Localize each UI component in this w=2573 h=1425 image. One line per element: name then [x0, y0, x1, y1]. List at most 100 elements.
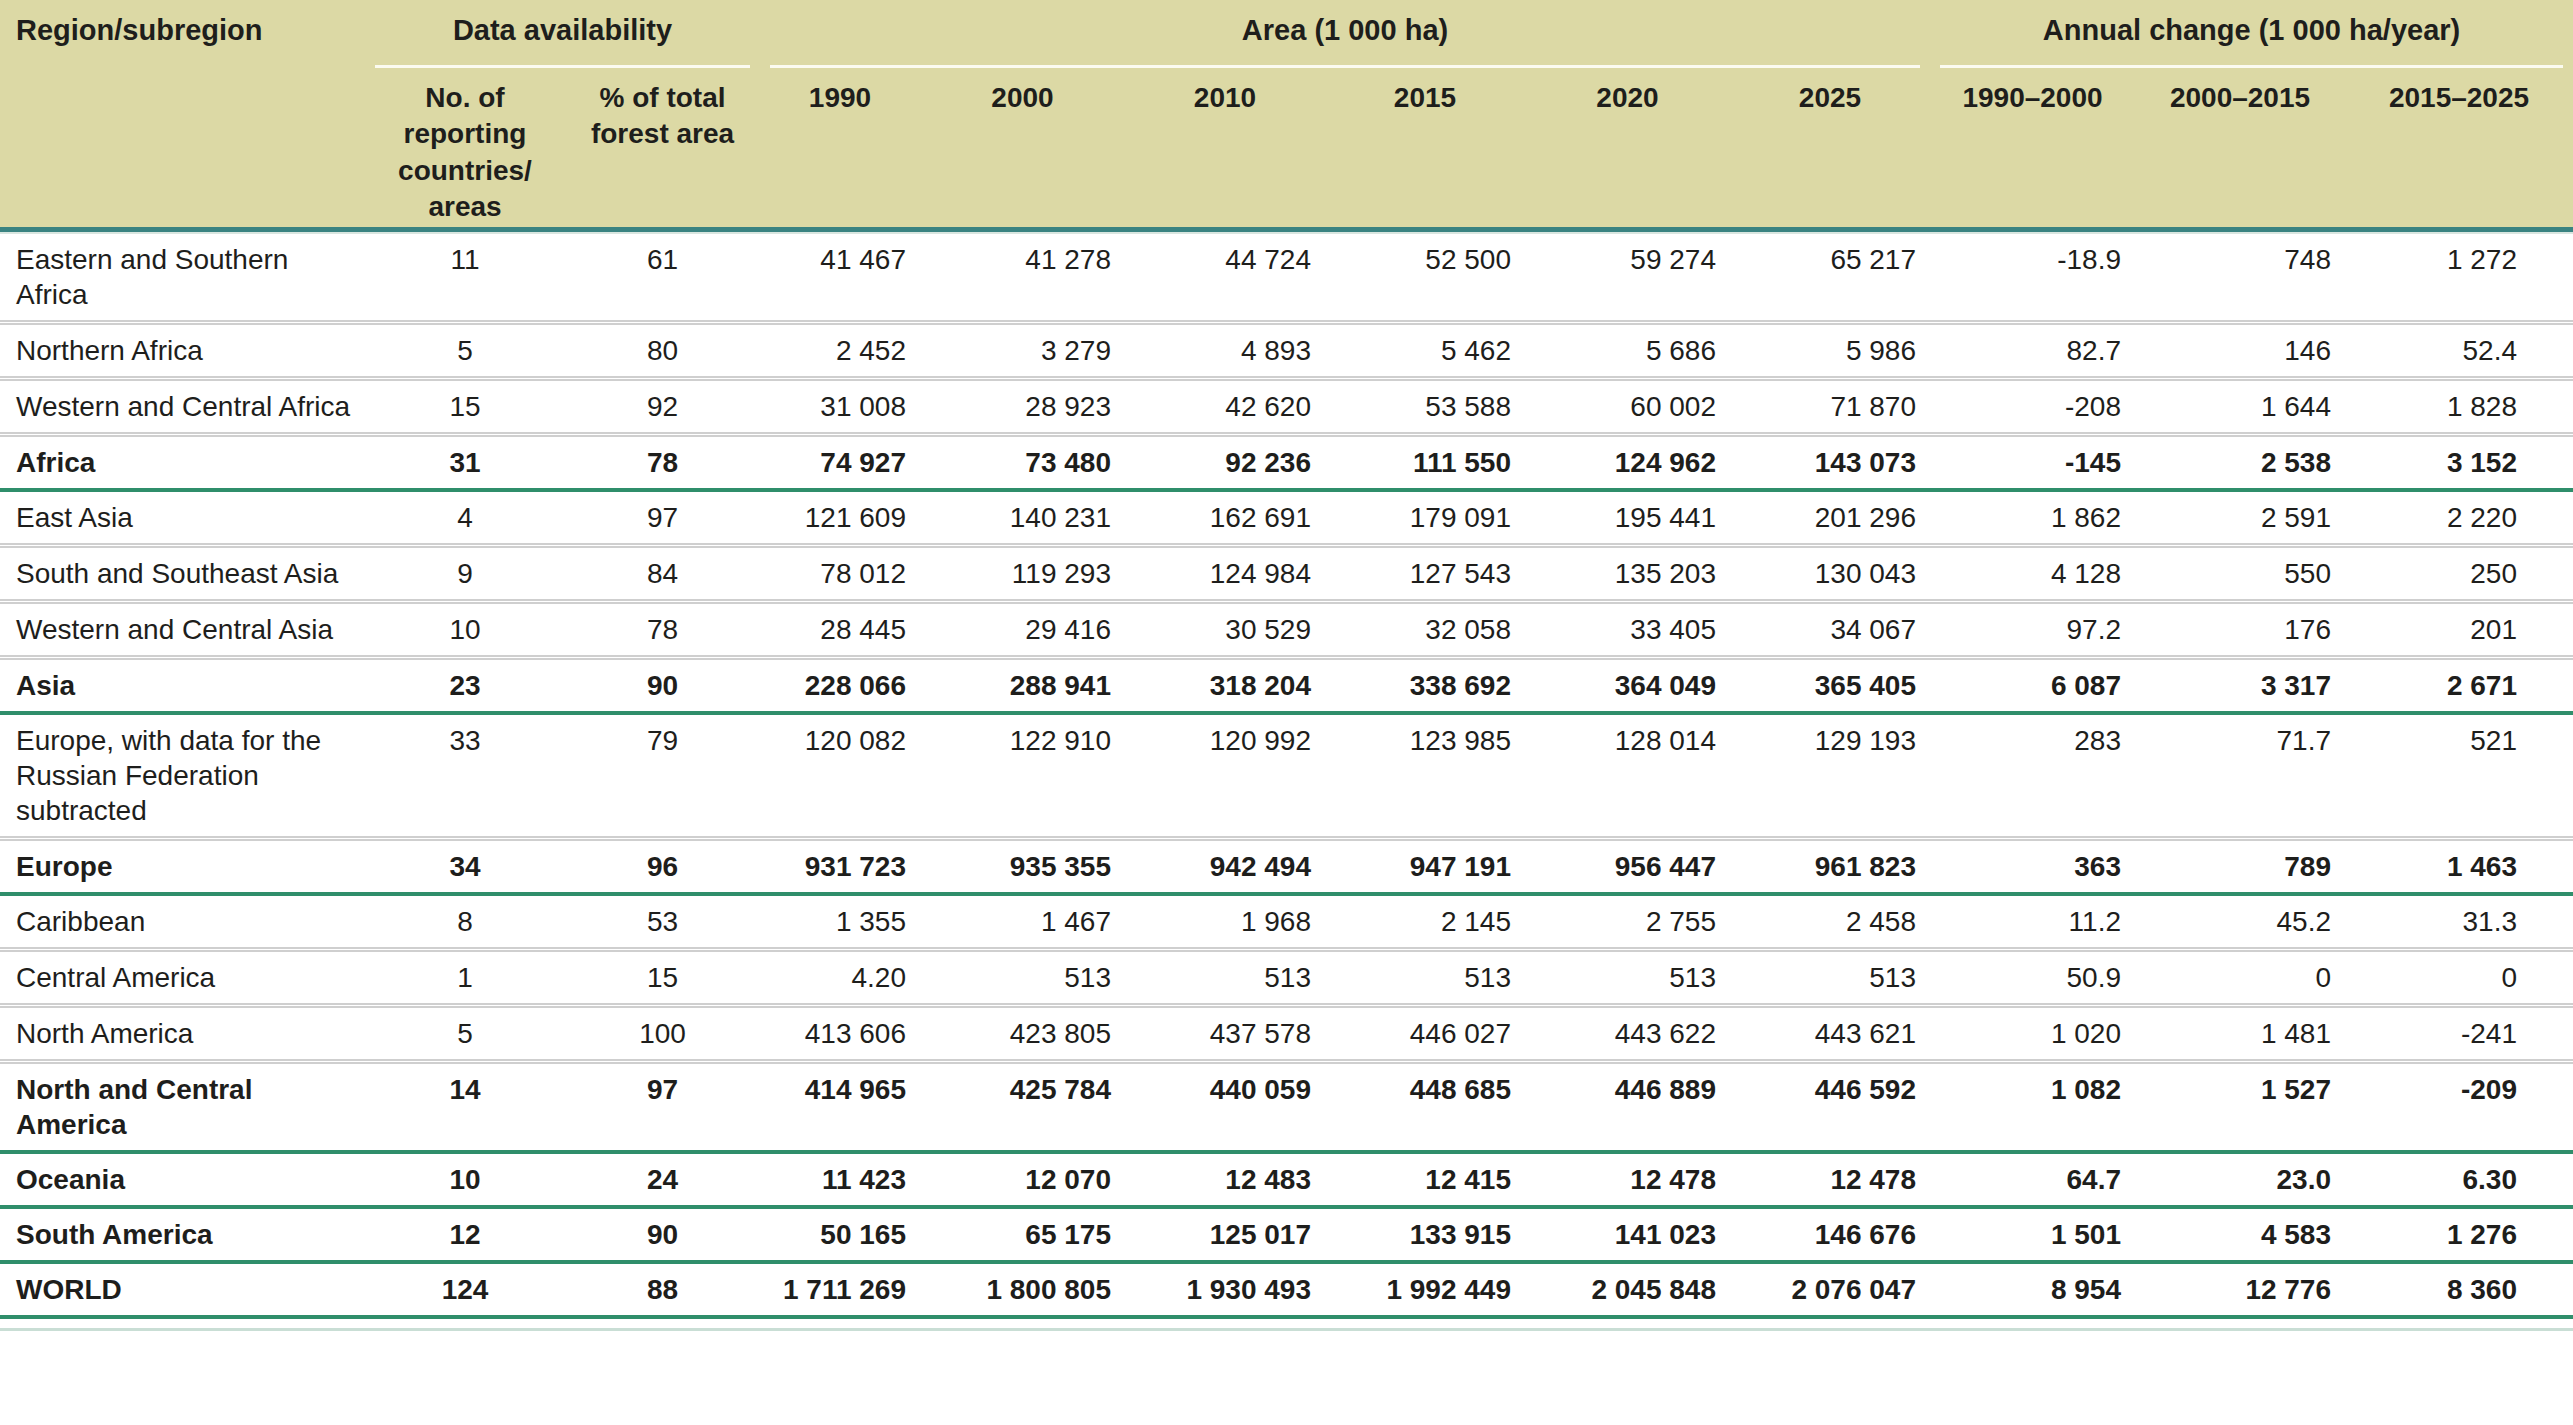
value-cell: 11.2 — [1930, 896, 2135, 952]
value-cell: 124 962 — [1525, 437, 1730, 492]
value-cell: 4.20 — [760, 952, 920, 1008]
col-header-2020: 2020 — [1525, 68, 1730, 232]
value-cell: 1 644 — [2135, 381, 2345, 437]
value-cell: 1 082 — [1930, 1064, 2135, 1154]
region-cell: Africa — [0, 437, 365, 492]
value-cell: 141 023 — [1525, 1209, 1730, 1264]
value-cell: 1 — [365, 952, 565, 1008]
value-cell: 71.7 — [2135, 715, 2345, 841]
value-cell: 318 204 — [1125, 660, 1325, 715]
value-cell: 2 755 — [1525, 896, 1730, 952]
region-cell: Europe — [0, 841, 365, 896]
value-cell: 513 — [1730, 952, 1930, 1008]
value-cell: 448 685 — [1325, 1064, 1525, 1154]
value-cell: 1 800 805 — [920, 1264, 1125, 1319]
value-cell: 2 145 — [1325, 896, 1525, 952]
value-cell: 41 278 — [920, 232, 1125, 325]
region-cell: WORLD — [0, 1264, 365, 1319]
value-cell: 33 — [365, 715, 565, 841]
table-row: East Asia497121 609140 231162 691179 091… — [0, 492, 2573, 548]
value-cell: 789 — [2135, 841, 2345, 896]
value-cell: 133 915 — [1325, 1209, 1525, 1264]
group-header-data-availability: Data availability — [365, 0, 760, 68]
table-row: Eastern and Southern Africa116141 46741 … — [0, 232, 2573, 325]
value-cell: 80 — [565, 325, 760, 381]
value-cell: 32 058 — [1325, 604, 1525, 660]
value-cell: 363 — [1930, 841, 2135, 896]
value-cell: 1 968 — [1125, 896, 1325, 952]
region-cell: Oceania — [0, 1154, 365, 1209]
table-row: South and Southeast Asia98478 012119 293… — [0, 548, 2573, 604]
value-cell: 1 527 — [2135, 1064, 2345, 1154]
table-row: Western and Central Africa159231 00828 9… — [0, 381, 2573, 437]
value-cell: 425 784 — [920, 1064, 1125, 1154]
value-cell: 0 — [2345, 952, 2573, 1008]
value-cell: 96 — [565, 841, 760, 896]
value-cell: 78 — [565, 437, 760, 492]
value-cell: 120 992 — [1125, 715, 1325, 841]
value-cell: 1 481 — [2135, 1008, 2345, 1064]
col-header-percent-forest-area: % of total forest area — [565, 68, 760, 232]
value-cell: 2 538 — [2135, 437, 2345, 492]
group-header-annual-change: Annual change (1 000 ha/year) — [1930, 0, 2573, 68]
table-row: Oceania102411 42312 07012 48312 41512 47… — [0, 1154, 2573, 1209]
value-cell: 2 458 — [1730, 896, 1930, 952]
value-cell: 33 405 — [1525, 604, 1730, 660]
value-cell: 122 910 — [920, 715, 1125, 841]
value-cell: 65 175 — [920, 1209, 1125, 1264]
value-cell: 45.2 — [2135, 896, 2345, 952]
value-cell: 748 — [2135, 232, 2345, 325]
col-header-reporting-countries: No. of reporting countries/ areas — [365, 68, 565, 232]
group-header-area: Area (1 000 ha) — [760, 0, 1930, 68]
value-cell: 12 — [365, 1209, 565, 1264]
table-row: North and Central America1497414 965425 … — [0, 1064, 2573, 1154]
region-cell: South America — [0, 1209, 365, 1264]
value-cell: 283 — [1930, 715, 2135, 841]
value-cell: 413 606 — [760, 1008, 920, 1064]
value-cell: 947 191 — [1325, 841, 1525, 896]
value-cell: 1 930 493 — [1125, 1264, 1325, 1319]
value-cell: -208 — [1930, 381, 2135, 437]
table-bottom-rule — [0, 1328, 2573, 1331]
value-cell: 31 — [365, 437, 565, 492]
value-cell: 446 027 — [1325, 1008, 1525, 1064]
value-cell: 1 020 — [1930, 1008, 2135, 1064]
value-cell: 52 500 — [1325, 232, 1525, 325]
value-cell: 0 — [2135, 952, 2345, 1008]
value-cell: 11 — [365, 232, 565, 325]
value-cell: 124 984 — [1125, 548, 1325, 604]
value-cell: 97 — [565, 1064, 760, 1154]
value-cell: 61 — [565, 232, 760, 325]
value-cell: 4 893 — [1125, 325, 1325, 381]
col-header-1990: 1990 — [760, 68, 920, 232]
value-cell: 1 862 — [1930, 492, 2135, 548]
value-cell: 1 355 — [760, 896, 920, 952]
value-cell: 15 — [365, 381, 565, 437]
value-cell: 146 676 — [1730, 1209, 1930, 1264]
table-row: Caribbean8531 3551 4671 9682 1452 7552 4… — [0, 896, 2573, 952]
value-cell: 59 274 — [1525, 232, 1730, 325]
value-cell: 3 152 — [2345, 437, 2573, 492]
value-cell: 65 217 — [1730, 232, 1930, 325]
header-columns-row: No. of reporting countries/ areas % of t… — [0, 68, 2573, 232]
value-cell: 23 — [365, 660, 565, 715]
value-cell: 146 — [2135, 325, 2345, 381]
value-cell: 12 776 — [2135, 1264, 2345, 1319]
region-column-header: Region/subregion — [0, 0, 365, 232]
col-header-2015: 2015 — [1325, 68, 1525, 232]
value-cell: 1 467 — [920, 896, 1125, 952]
value-cell: 12 415 — [1325, 1154, 1525, 1209]
value-cell: 14 — [365, 1064, 565, 1154]
value-cell: 162 691 — [1125, 492, 1325, 548]
value-cell: 84 — [565, 548, 760, 604]
value-cell: 176 — [2135, 604, 2345, 660]
value-cell: 6 087 — [1930, 660, 2135, 715]
value-cell: 29 416 — [920, 604, 1125, 660]
value-cell: 956 447 — [1525, 841, 1730, 896]
value-cell: 11 423 — [760, 1154, 920, 1209]
value-cell: 123 985 — [1325, 715, 1525, 841]
table-row: Central America1154.2051351351351351350.… — [0, 952, 2573, 1008]
data-table: Region/subregion Data availability Area … — [0, 0, 2573, 1319]
value-cell: 2 452 — [760, 325, 920, 381]
value-cell: 8 — [365, 896, 565, 952]
